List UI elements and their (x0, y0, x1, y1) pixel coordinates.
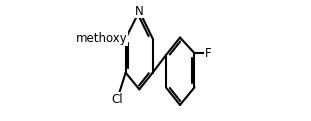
Text: methoxy: methoxy (76, 32, 128, 45)
Text: N: N (135, 5, 144, 18)
Text: O: O (110, 32, 119, 45)
Text: Cl: Cl (111, 93, 123, 106)
Text: F: F (205, 47, 212, 60)
